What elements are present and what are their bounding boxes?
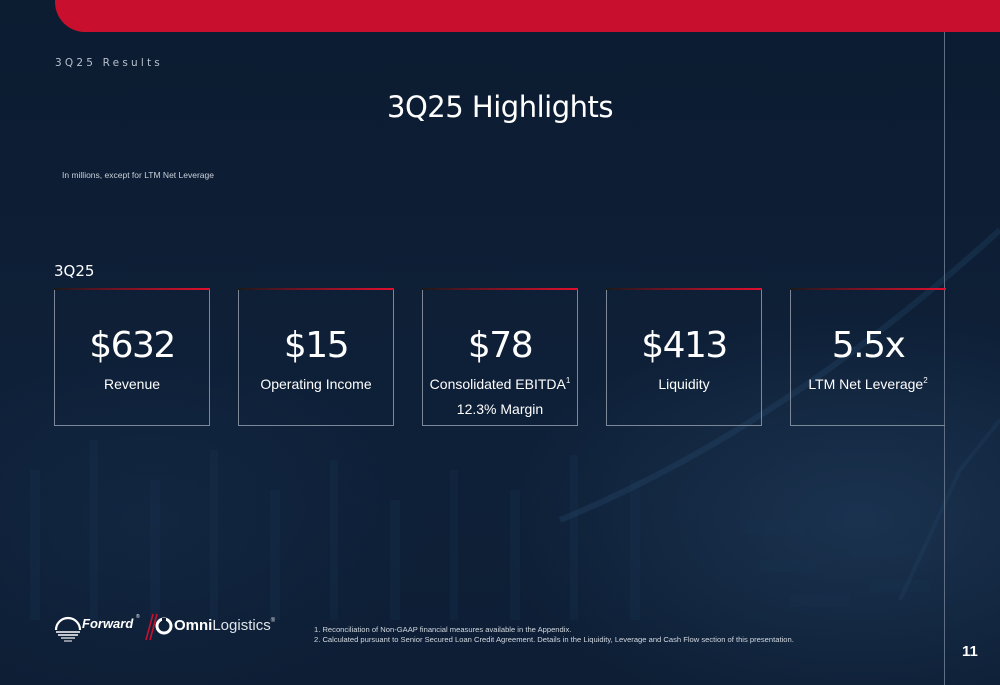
metric-card-consolidated-ebitda: $78 Consolidated EBITDA1 12.3% Margin <box>422 288 578 426</box>
footnote-1: 1. Reconciliation of Non-GAAP financial … <box>314 625 572 634</box>
footnote-marker: 2 <box>923 376 928 385</box>
company-logos: Forward ® OmniLogistics® <box>54 610 276 646</box>
page-title: 3Q25 Highlights <box>387 90 613 124</box>
section-label: 3Q25 Results <box>55 57 163 69</box>
metric-value: $632 <box>89 325 176 366</box>
footnote-2: 2. Calculated pursuant to Senior Secured… <box>314 635 794 644</box>
header-accent-bar <box>55 0 1000 32</box>
right-divider <box>944 32 945 685</box>
metric-label: LTM Net Leverage2 <box>808 376 928 392</box>
page-number: 11 <box>962 643 978 660</box>
metric-label: Liquidity <box>658 376 710 392</box>
trademark-mark: ® <box>136 614 140 620</box>
metric-value: $413 <box>641 325 728 366</box>
metric-label: Consolidated EBITDA1 <box>429 376 571 392</box>
metric-card-liquidity: $413 Liquidity <box>606 288 762 426</box>
units-note: In millions, except for LTM Net Leverage <box>62 170 214 180</box>
omni-logistics-logo-text: OmniLogistics® <box>174 617 276 634</box>
metric-value: $15 <box>283 325 350 366</box>
metric-label: Operating Income <box>260 376 372 392</box>
metric-card-ltm-net-leverage: 5.5x LTM Net Leverage2 <box>790 288 946 426</box>
metric-value: 5.5x <box>831 325 906 366</box>
forward-logo-text: Forward <box>82 616 134 631</box>
metric-card-operating-income: $15 Operating Income <box>238 288 394 426</box>
metric-label: Revenue <box>103 376 161 392</box>
footnotes: 1. Reconciliation of Non-GAAP financial … <box>314 625 794 645</box>
metric-card-revenue: $632 Revenue <box>54 288 210 426</box>
footnote-marker: 1 <box>565 376 571 385</box>
metric-value: $78 <box>467 325 534 366</box>
metric-margin: 12.3% Margin <box>456 401 544 417</box>
period-label: 3Q25 <box>54 262 95 280</box>
forward-logo-icon <box>54 613 173 642</box>
